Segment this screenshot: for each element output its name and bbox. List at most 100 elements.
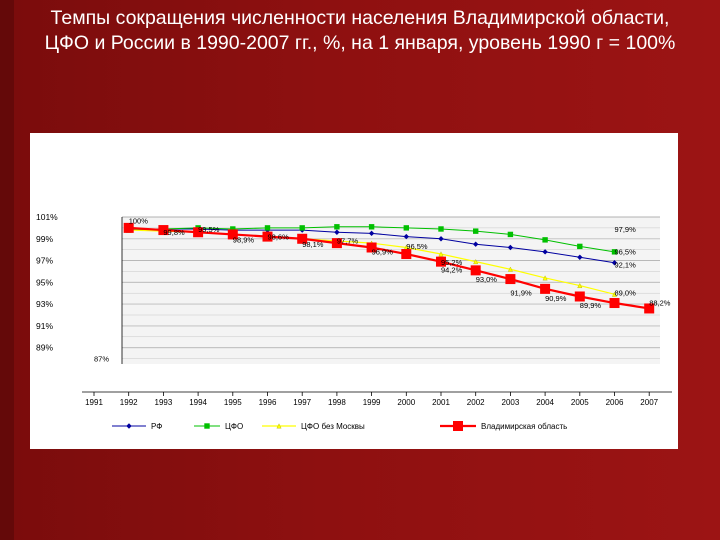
series-2 <box>126 224 618 255</box>
data-point <box>401 249 412 260</box>
data-point <box>473 258 479 265</box>
x-tick-label: 1996 <box>259 398 277 407</box>
data-point <box>438 236 444 242</box>
data-point <box>611 291 618 297</box>
legend-item-1: РФ <box>112 422 162 431</box>
data-label: 98,6% <box>268 232 290 241</box>
data-point <box>473 228 479 234</box>
legend-label: РФ <box>151 422 162 431</box>
legend-label: ЦФО <box>225 422 243 431</box>
data-label: 89,9% <box>580 301 602 310</box>
x-tick-label: 2001 <box>432 398 450 407</box>
data-point <box>507 244 514 251</box>
x-tick-label: 2000 <box>397 398 415 407</box>
legend-label: Владимирская область <box>481 422 567 431</box>
data-label: 98,9% <box>233 236 255 245</box>
data-point <box>611 249 618 255</box>
x-tick-label: 2002 <box>467 398 485 407</box>
series-line <box>128 226 650 310</box>
data-point <box>577 243 583 250</box>
page-title: Темпы сокращения численности населения В… <box>44 7 676 54</box>
y-tick-label: 93% <box>36 299 53 309</box>
data-label: 89,0% <box>615 288 637 297</box>
x-tick-label: 1992 <box>120 398 138 407</box>
y-tick-label: 89% <box>36 343 53 353</box>
data-label: 92,1% <box>615 261 637 270</box>
data-label: 88,2% <box>649 299 671 308</box>
data-point <box>366 242 377 253</box>
data-point <box>577 254 583 260</box>
data-point <box>542 237 548 243</box>
y-tick-label: 95% <box>36 277 53 287</box>
x-tick-label: 2007 <box>640 398 658 407</box>
data-label: 97,7% <box>337 237 359 246</box>
data-point <box>331 238 342 249</box>
data-point <box>403 233 410 240</box>
data-label: 94,2% <box>441 266 463 275</box>
data-point <box>542 249 548 255</box>
data-point <box>297 233 308 244</box>
x-tick-label: 1999 <box>363 398 381 407</box>
data-point <box>577 282 583 289</box>
line-chart: 101% 99% 97% 95% 93% 91% 89% 1991 1992 1993 1994 19… <box>30 133 678 449</box>
data-point <box>403 225 410 231</box>
x-tick-label: 2006 <box>606 398 624 407</box>
x-tick-label: 1998 <box>328 398 346 407</box>
legend-label: ЦФО без Москвы <box>301 422 365 431</box>
series-4 <box>123 222 655 314</box>
data-point <box>438 226 444 232</box>
data-point <box>262 231 273 242</box>
data-label: 99,5% <box>198 225 220 234</box>
y-tick-label: 97% <box>36 256 53 266</box>
data-point <box>644 303 655 314</box>
data-label: 90,9% <box>545 294 567 303</box>
x-tick-label: 2003 <box>502 398 520 407</box>
data-point <box>368 230 375 237</box>
data-point <box>507 231 514 238</box>
series <box>123 222 655 314</box>
data-point <box>472 241 479 247</box>
x-tick-label: 1994 <box>189 398 207 407</box>
data-point <box>470 265 481 276</box>
data-point <box>158 225 169 236</box>
data-point <box>540 283 551 294</box>
data-label: 96,5% <box>406 242 428 251</box>
x-tick-label: 1997 <box>293 398 311 407</box>
data-label: 98,1% <box>302 240 324 249</box>
data-point <box>123 222 134 233</box>
data-label: 96,9% <box>372 248 394 257</box>
data-label: 87% <box>94 354 109 363</box>
plot-area <box>122 217 660 364</box>
data-point <box>611 260 618 266</box>
legend-marker <box>453 421 463 431</box>
x-tick-label: 1993 <box>155 398 173 407</box>
legend-marker <box>204 423 210 429</box>
data-point <box>264 225 271 231</box>
x-tick-label: 1991 <box>85 398 103 407</box>
y-tick-label: 91% <box>36 321 53 331</box>
data-point <box>609 298 620 309</box>
data-point <box>334 224 340 230</box>
legend: РФ ЦФО ЦФО без Москвы Владимирская область <box>112 421 567 431</box>
x-tick-label: 2005 <box>571 398 589 407</box>
data-label: 96,5% <box>615 248 637 257</box>
data-label: 91,9% <box>510 288 532 297</box>
chart-panel: 101% 99% 97% 95% 93% 91% 89% 1991 1992 1993 1994 19… <box>30 133 678 449</box>
data-point <box>227 229 238 240</box>
data-point <box>574 291 585 302</box>
axes: 101% 99% 97% 95% 93% 91% 89% 1991 1992 1993 1994 19… <box>36 212 672 407</box>
left-decor-band <box>0 0 14 540</box>
data-labels: 100% 99,8% 99,5% 98,9% 98,6% 98,1% 97,7% 96,9% 9… <box>94 217 671 364</box>
data-point <box>436 256 446 267</box>
data-point <box>299 225 305 231</box>
data-point <box>438 251 444 257</box>
data-label: 100% <box>129 217 149 226</box>
data-label: 97,9% <box>615 225 637 234</box>
y-tick-label: 99% <box>36 234 53 244</box>
data-point <box>542 275 548 281</box>
data-label: 93,0% <box>476 275 498 284</box>
data-point <box>368 224 375 230</box>
legend-item-2: ЦФО <box>194 422 243 431</box>
legend-item-4: Владимирская область <box>440 421 567 431</box>
x-tick-label: 1995 <box>224 398 242 407</box>
